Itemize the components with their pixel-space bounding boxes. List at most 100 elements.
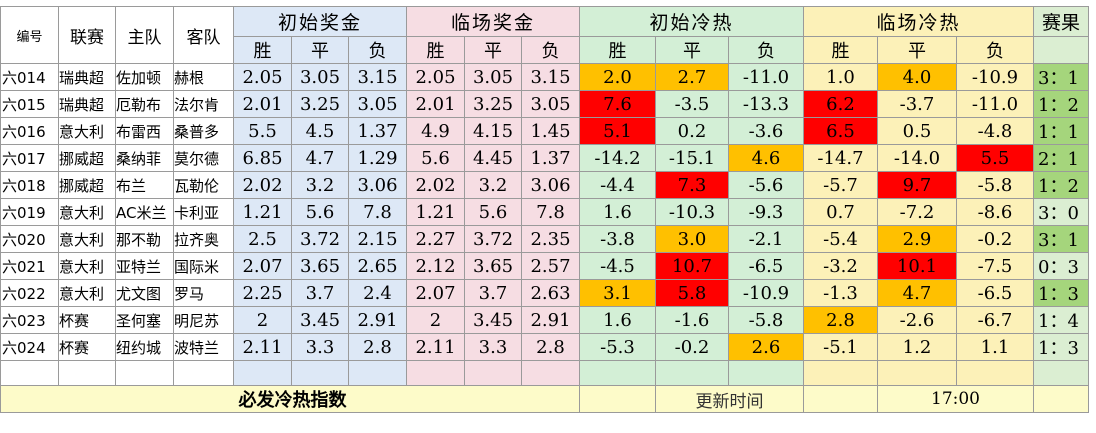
live-hotcold-draw[interactable]: 4.7	[877, 279, 957, 307]
initial-odds-draw[interactable]: 3.05	[291, 63, 349, 91]
live-odds-draw[interactable]: 4.15	[464, 117, 522, 145]
live-hotcold-win[interactable]: -1.3	[803, 279, 878, 307]
result-cell[interactable]: 1：2	[1033, 171, 1089, 199]
initial-hotcold-loss[interactable]: 4.6	[728, 144, 804, 172]
sub-draw[interactable]: 平	[291, 36, 349, 64]
live-odds-loss[interactable]: 2.91	[521, 306, 580, 334]
live-odds-win[interactable]: 1.21	[406, 198, 465, 226]
live-odds-win[interactable]: 2.07	[406, 279, 465, 307]
empty-cell[interactable]	[1033, 360, 1089, 386]
footer-title[interactable]: 必发冷热指数	[0, 385, 580, 413]
match-id-cell[interactable]: 周六014	[0, 63, 59, 91]
live-odds-draw[interactable]: 3.2	[464, 171, 522, 199]
initial-odds-draw[interactable]: 3.72	[291, 225, 349, 253]
initial-odds-win[interactable]: 2.11	[233, 333, 292, 361]
initial-hotcold-loss[interactable]: -6.5	[728, 252, 804, 280]
result-cell[interactable]: 0：3	[1033, 252, 1089, 280]
initial-hotcold-win[interactable]: -5.3	[579, 333, 656, 361]
sub-loss[interactable]: 负	[348, 36, 407, 64]
match-id-cell[interactable]: 周六016	[0, 117, 59, 145]
live-hotcold-win[interactable]: -5.1	[803, 333, 878, 361]
live-hotcold-loss[interactable]: -8.6	[956, 198, 1034, 226]
live-odds-loss[interactable]: 1.45	[521, 117, 580, 145]
initial-hotcold-win[interactable]: -14.2	[579, 144, 656, 172]
initial-odds-loss[interactable]: 2.8	[348, 333, 407, 361]
initial-hotcold-draw[interactable]: -0.2	[655, 333, 729, 361]
live-odds-draw[interactable]: 3.3	[464, 333, 522, 361]
live-odds-win[interactable]: 2.11	[406, 333, 465, 361]
live-odds-draw[interactable]: 5.6	[464, 198, 522, 226]
initial-hotcold-win[interactable]: 7.6	[579, 90, 656, 118]
update-time-value[interactable]: 17:00	[877, 385, 1034, 413]
away-team-cell[interactable]: 国际米	[173, 252, 234, 280]
live-odds-draw[interactable]: 3.25	[464, 90, 522, 118]
header-initial-odds[interactable]: 初始奖金	[233, 6, 407, 37]
away-team-cell[interactable]: 莫尔德	[173, 144, 234, 172]
live-hotcold-win[interactable]: 2.8	[803, 306, 878, 334]
home-team-cell[interactable]: 佐加顿	[115, 63, 174, 91]
initial-odds-loss[interactable]: 2.91	[348, 306, 407, 334]
initial-hotcold-win[interactable]: 1.6	[579, 198, 656, 226]
header-league[interactable]: 联赛	[58, 6, 116, 64]
result-cell[interactable]: 1：3	[1033, 333, 1089, 361]
live-odds-loss[interactable]: 2.35	[521, 225, 580, 253]
away-team-cell[interactable]: 赫根	[173, 63, 234, 91]
sub-win[interactable]: 胜	[803, 36, 878, 64]
result-cell[interactable]: 2：1	[1033, 144, 1089, 172]
live-odds-loss[interactable]: 7.8	[521, 198, 580, 226]
initial-odds-win[interactable]: 2.5	[233, 225, 292, 253]
live-odds-draw[interactable]: 3.65	[464, 252, 522, 280]
initial-hotcold-win[interactable]: -4.4	[579, 171, 656, 199]
live-hotcold-win[interactable]: 1.0	[803, 63, 878, 91]
initial-hotcold-draw[interactable]: 5.8	[655, 279, 729, 307]
league-cell[interactable]: 杯赛	[58, 333, 116, 361]
match-id-cell[interactable]: 周六021	[0, 252, 59, 280]
footer-empty-cell[interactable]	[803, 385, 878, 413]
initial-odds-draw[interactable]: 5.6	[291, 198, 349, 226]
initial-odds-loss[interactable]: 2.15	[348, 225, 407, 253]
header-live-hotcold[interactable]: 临场冷热	[803, 6, 1034, 37]
empty-cell[interactable]	[579, 360, 656, 386]
live-odds-win[interactable]: 2	[406, 306, 465, 334]
initial-odds-draw[interactable]: 3.25	[291, 90, 349, 118]
home-team-cell[interactable]: 那不勒	[115, 225, 174, 253]
initial-hotcold-loss[interactable]: -11.0	[728, 63, 804, 91]
live-odds-draw[interactable]: 3.72	[464, 225, 522, 253]
empty-cell[interactable]	[877, 360, 957, 386]
home-team-cell[interactable]: 厄勒布	[115, 90, 174, 118]
sub-win[interactable]: 胜	[233, 36, 292, 64]
live-odds-loss[interactable]: 3.15	[521, 63, 580, 91]
sub-loss[interactable]: 负	[521, 36, 580, 64]
live-hotcold-draw[interactable]: -2.6	[877, 306, 957, 334]
initial-odds-loss[interactable]: 2.65	[348, 252, 407, 280]
live-odds-loss[interactable]: 3.06	[521, 171, 580, 199]
result-cell[interactable]: 1：2	[1033, 90, 1089, 118]
away-team-cell[interactable]: 卡利亚	[173, 198, 234, 226]
live-odds-draw[interactable]: 4.45	[464, 144, 522, 172]
live-hotcold-draw[interactable]: 0.5	[877, 117, 957, 145]
initial-odds-draw[interactable]: 4.5	[291, 117, 349, 145]
live-odds-win[interactable]: 2.05	[406, 63, 465, 91]
sub-loss[interactable]: 负	[728, 36, 804, 64]
initial-odds-draw[interactable]: 3.3	[291, 333, 349, 361]
match-id-cell[interactable]: 周六015	[0, 90, 59, 118]
empty-cell[interactable]	[348, 360, 407, 386]
result-cell[interactable]: 3：1	[1033, 63, 1089, 91]
league-cell[interactable]: 瑞典超	[58, 63, 116, 91]
initial-hotcold-win[interactable]: -3.8	[579, 225, 656, 253]
live-hotcold-draw[interactable]: -7.2	[877, 198, 957, 226]
live-hotcold-loss[interactable]: -10.9	[956, 63, 1034, 91]
away-team-cell[interactable]: 罗马	[173, 279, 234, 307]
league-cell[interactable]: 挪威超	[58, 144, 116, 172]
empty-cell[interactable]	[803, 360, 878, 386]
league-cell[interactable]: 杯赛	[58, 306, 116, 334]
live-hotcold-win[interactable]: 0.7	[803, 198, 878, 226]
match-id-cell[interactable]: 周六019	[0, 198, 59, 226]
initial-odds-draw[interactable]: 3.2	[291, 171, 349, 199]
league-cell[interactable]: 意大利	[58, 279, 116, 307]
live-hotcold-loss[interactable]: -5.8	[956, 171, 1034, 199]
live-hotcold-win[interactable]: -3.2	[803, 252, 878, 280]
initial-hotcold-draw[interactable]: 2.7	[655, 63, 729, 91]
empty-cell[interactable]	[406, 360, 465, 386]
empty-cell[interactable]	[173, 360, 234, 386]
